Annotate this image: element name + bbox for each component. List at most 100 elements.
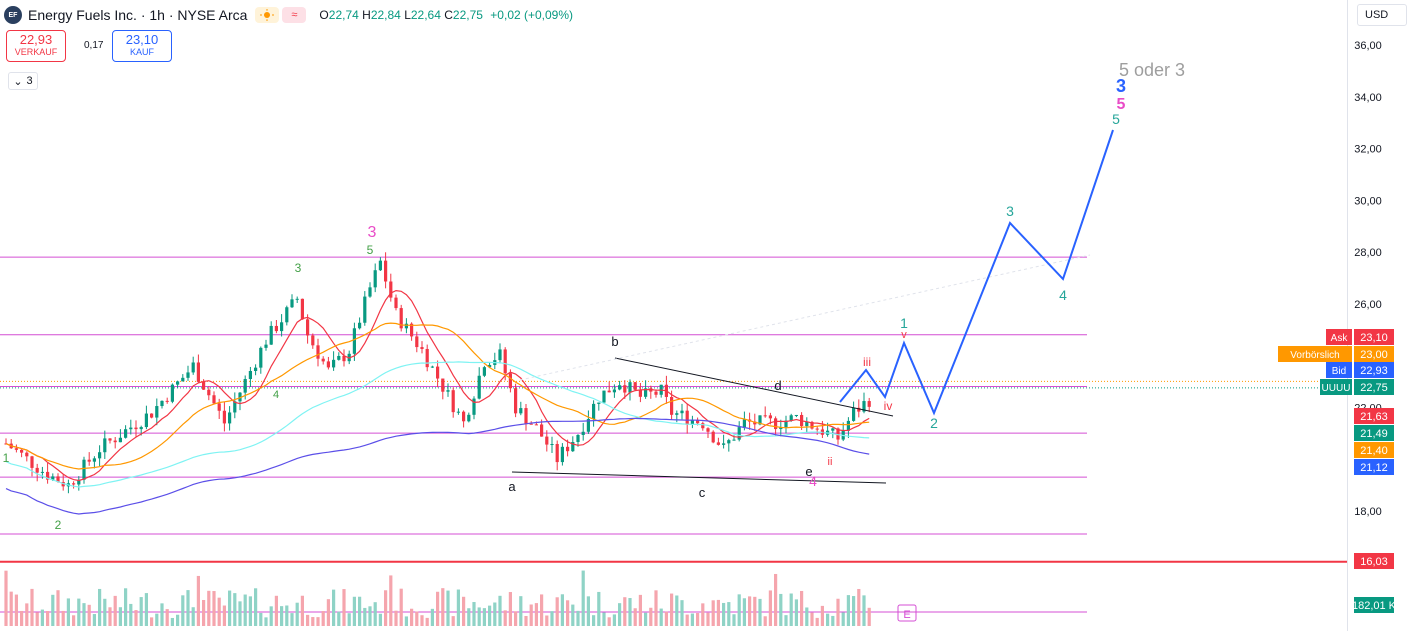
candle-body: [586, 419, 590, 432]
candle-body: [321, 358, 325, 362]
volume-bar: [82, 603, 86, 626]
candle-body: [618, 385, 622, 390]
volume-bar: [633, 608, 637, 626]
candle-body: [373, 270, 377, 288]
volume-bar: [40, 609, 44, 626]
volume-bar: [129, 603, 133, 626]
candle-body: [410, 323, 414, 337]
volume-bar: [576, 610, 580, 626]
volume-bar: [441, 588, 445, 626]
sell-price: 22,93: [19, 32, 53, 47]
candle-body: [550, 444, 554, 446]
volume-bar: [519, 596, 523, 626]
volume-bar: [706, 612, 710, 626]
candle-body: [56, 476, 60, 483]
candle-body: [555, 444, 559, 463]
candle-body: [342, 355, 346, 362]
candle-body: [690, 419, 694, 425]
volume-bar: [555, 597, 559, 626]
currency-select[interactable]: USD: [1357, 4, 1407, 26]
triangle-label-a: a: [508, 479, 516, 494]
volume-bar: [238, 601, 242, 626]
volume-bar: [285, 605, 289, 626]
projection-label-5: 5: [1112, 111, 1120, 127]
volume-bar: [680, 600, 684, 626]
indicator-toggle-button[interactable]: ⌄ 3: [8, 72, 38, 90]
candle-body: [92, 458, 96, 462]
volume-bar: [482, 608, 486, 626]
volume-bar: [9, 591, 13, 626]
volume-bar: [654, 590, 658, 626]
volume-bar: [820, 605, 824, 626]
price-tag-name: Ask: [1331, 333, 1349, 344]
volume-bar: [92, 614, 96, 626]
candle-body: [670, 396, 674, 415]
candle-body: [638, 389, 642, 397]
candle-body: [503, 349, 507, 374]
candle-body: [233, 401, 237, 413]
sun-icon[interactable]: [255, 7, 280, 23]
event-marker-label: E: [903, 609, 910, 621]
low-value: 22,64: [410, 8, 441, 22]
volume-bar: [612, 614, 616, 626]
volume-bar: [737, 594, 741, 626]
candle-body: [524, 408, 528, 424]
volume-bar: [644, 612, 648, 626]
candle-body: [742, 419, 746, 428]
candle-body: [181, 377, 185, 382]
wave-icon[interactable]: ≈: [282, 7, 307, 23]
volume-bar: [274, 595, 278, 626]
triangle-label-c: c: [699, 485, 706, 500]
volume-bar: [430, 608, 434, 626]
open-value: 22,74: [328, 8, 359, 22]
candle-body: [592, 403, 596, 420]
volume-bar: [77, 598, 81, 626]
candle-body: [40, 471, 44, 473]
close-value: 22,75: [452, 8, 483, 22]
volume-bar: [566, 600, 570, 626]
candle-body: [685, 410, 689, 425]
volume-bar: [789, 593, 793, 626]
candle-body: [498, 349, 502, 361]
volume-bar: [503, 610, 507, 626]
volume-bar: [618, 603, 622, 626]
candle-body: [378, 260, 382, 271]
symbol-title[interactable]: Energy Fuels Inc. · 1h · NYSE Arca: [28, 7, 248, 23]
volume-bar: [446, 590, 450, 626]
candle-body: [571, 441, 575, 452]
volume-bar: [202, 599, 206, 626]
volume-bar: [805, 607, 809, 626]
candle-body: [196, 362, 200, 382]
candle-body: [30, 456, 34, 468]
candle-body: [467, 414, 471, 422]
volume-bar: [207, 590, 211, 626]
price-tag: [1354, 553, 1394, 569]
candle-body: [566, 446, 570, 452]
candle-body: [202, 381, 206, 390]
y-axis-tick: 26,00: [1354, 299, 1382, 311]
volume-bar: [176, 614, 180, 626]
candle-body: [316, 345, 320, 359]
volume-bar: [467, 608, 471, 626]
price-tag-name-bg: [1326, 329, 1352, 345]
volume-bar: [66, 598, 70, 626]
sell-button[interactable]: 22,93 VERKAUF: [6, 30, 66, 62]
volume-bar: [394, 610, 398, 626]
candle-body: [77, 479, 81, 485]
wave-label-5: 5: [367, 243, 374, 257]
volume-bar: [831, 615, 835, 626]
candle-body: [852, 407, 856, 421]
symbol-header[interactable]: EF Energy Fuels Inc. · 1h · NYSE Arca ≈ …: [4, 4, 573, 26]
candle-body: [602, 390, 606, 403]
candle-body: [607, 390, 611, 393]
candle-body: [399, 308, 403, 329]
volume-bar: [358, 596, 362, 626]
candle-body: [545, 436, 549, 445]
price-tag: [1354, 425, 1394, 441]
candle-body: [129, 427, 133, 430]
volume-bar: [508, 592, 512, 626]
buy-button[interactable]: 23,10 KAUF: [112, 30, 172, 62]
volume-bar: [373, 602, 377, 626]
candle-body: [306, 319, 310, 336]
